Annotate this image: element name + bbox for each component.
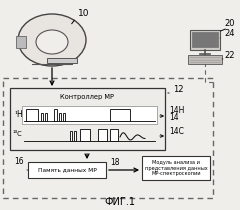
Bar: [26, 109, 38, 121]
Text: 14Н: 14Н: [169, 106, 184, 115]
Text: ¹H: ¹H: [14, 109, 23, 118]
FancyBboxPatch shape: [22, 106, 157, 124]
Text: 14: 14: [169, 113, 179, 122]
Bar: [41, 113, 43, 121]
Text: 18: 18: [110, 158, 120, 167]
Text: Память данных МР: Память данных МР: [38, 168, 96, 172]
Bar: [45, 113, 47, 121]
FancyBboxPatch shape: [192, 32, 218, 47]
Bar: [63, 113, 65, 121]
Text: 10: 10: [78, 9, 90, 18]
Text: Модуль анализа и
представления данных
МР-спектроскопии: Модуль анализа и представления данных МР…: [145, 160, 207, 176]
Bar: [70, 131, 72, 141]
Text: 12: 12: [173, 85, 184, 94]
FancyBboxPatch shape: [16, 36, 26, 48]
FancyBboxPatch shape: [188, 55, 222, 64]
FancyBboxPatch shape: [142, 156, 210, 180]
Text: 14С: 14С: [169, 127, 184, 136]
Bar: [110, 109, 130, 121]
FancyBboxPatch shape: [47, 58, 77, 63]
FancyBboxPatch shape: [190, 30, 220, 50]
Bar: [59, 113, 61, 121]
Text: Контроллер МР: Контроллер МР: [60, 94, 114, 100]
Bar: [98, 129, 107, 141]
Bar: [110, 129, 118, 141]
Ellipse shape: [36, 30, 68, 54]
Text: ФИГ.1: ФИГ.1: [104, 197, 136, 207]
Text: 24: 24: [224, 29, 234, 38]
Bar: [80, 129, 90, 141]
Text: 16: 16: [14, 157, 24, 166]
Text: ¹³C: ¹³C: [13, 131, 23, 137]
Text: 22: 22: [224, 51, 234, 60]
Bar: [54, 109, 57, 121]
Bar: [74, 131, 76, 141]
Text: 20: 20: [224, 19, 234, 28]
FancyBboxPatch shape: [28, 162, 106, 178]
FancyBboxPatch shape: [10, 88, 165, 150]
Ellipse shape: [18, 14, 86, 66]
